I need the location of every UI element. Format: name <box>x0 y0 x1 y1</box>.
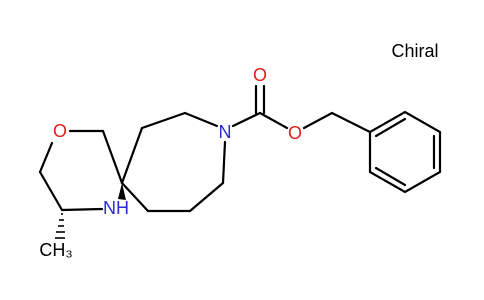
bonds <box>38 84 442 239</box>
atom-label: N <box>219 122 232 142</box>
atom-label: NH <box>103 198 129 218</box>
atom-label: CH₃ <box>39 240 72 260</box>
atom-label: O <box>288 123 302 143</box>
wedge-bond <box>118 183 126 200</box>
chiral-flag: Chiral <box>391 41 438 61</box>
atom-label: O <box>253 65 267 85</box>
atom-label: O <box>53 121 67 141</box>
hash-bond <box>55 213 65 239</box>
